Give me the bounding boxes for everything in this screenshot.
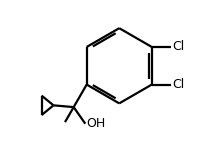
Text: Cl: Cl [172, 78, 184, 91]
Text: Cl: Cl [172, 40, 184, 53]
Text: OH: OH [87, 117, 106, 130]
